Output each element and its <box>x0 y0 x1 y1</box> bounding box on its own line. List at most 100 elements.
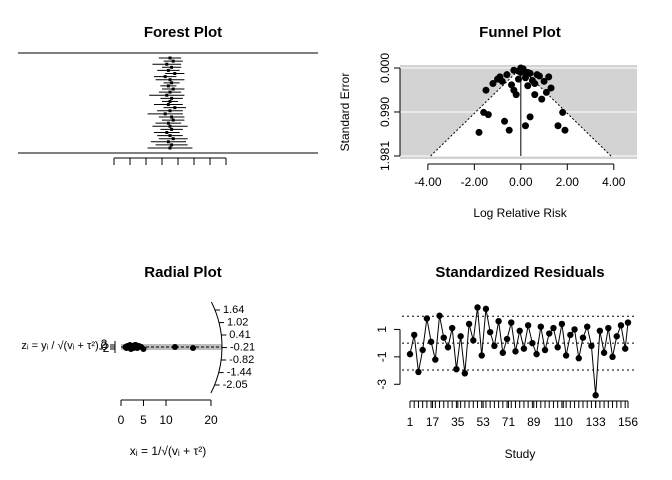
study-point <box>515 67 522 75</box>
x-tick-label: 89 <box>527 415 541 429</box>
chart-title: Funnel Plot <box>479 24 561 41</box>
residual-point <box>432 356 439 363</box>
residual-point <box>575 355 582 362</box>
x-tick-label: 20 <box>204 413 218 427</box>
residual-point <box>546 330 553 337</box>
residual-point <box>512 348 519 355</box>
residual-point <box>406 350 414 358</box>
estimate-box <box>170 115 174 119</box>
residual-point <box>592 392 599 399</box>
estimate-box <box>171 137 175 141</box>
x-tick-label: 133 <box>586 415 606 429</box>
estimate-box <box>168 90 172 94</box>
residual-point <box>558 320 566 328</box>
arc-tick-label: -2.05 <box>223 379 248 391</box>
estimate-box <box>168 56 172 60</box>
residual-point <box>520 345 528 352</box>
study-point <box>531 91 539 99</box>
study-point <box>482 86 490 94</box>
estimate-box <box>168 78 172 82</box>
residual-point <box>529 339 536 347</box>
residual-point <box>600 349 608 356</box>
study-point <box>131 342 138 348</box>
x-tick-label: 17 <box>426 415 440 429</box>
residual-point <box>508 319 515 326</box>
arc-tick-label: -0.82 <box>229 354 254 366</box>
y-tick-label: 1.981 <box>378 141 392 171</box>
study-point <box>538 95 546 103</box>
residual-point <box>491 342 498 350</box>
study-point <box>505 126 513 134</box>
study-point <box>542 88 550 96</box>
estimate-box <box>168 99 172 103</box>
y-tick-label: 2 <box>101 337 108 351</box>
residual-point <box>474 304 481 311</box>
x-tick-label: 0.00 <box>509 175 533 189</box>
study-point <box>508 81 516 89</box>
estimate-box <box>170 65 174 69</box>
estimate-box <box>163 75 167 79</box>
x-tick-label: 71 <box>502 415 516 429</box>
residual-point <box>448 324 456 332</box>
chart-title: Standardized Residuals <box>435 264 604 281</box>
study-point <box>526 113 534 121</box>
residual-point <box>588 342 595 350</box>
x-axis-label: Log Relative Risk <box>473 206 567 220</box>
residual-point <box>482 305 490 313</box>
study-point <box>124 343 131 349</box>
study-point <box>524 68 532 76</box>
estimate-box <box>166 121 170 125</box>
study-point <box>501 117 509 125</box>
residual-point <box>541 346 549 354</box>
residual-point <box>427 338 435 345</box>
study-point <box>190 345 196 351</box>
residual-point <box>503 335 511 343</box>
x-tick-label: 53 <box>476 415 490 429</box>
estimate-box <box>173 72 177 76</box>
estimate-box <box>165 93 169 97</box>
estimate-box <box>170 143 174 147</box>
x-tick-label: 0 <box>118 413 125 427</box>
y-axis-label: zᵢ = yᵢ / √(vᵢ + τ²) <box>21 340 98 352</box>
residual-point <box>436 312 443 319</box>
residual-point <box>562 352 570 359</box>
estimate-box <box>168 134 172 138</box>
study-point <box>515 75 522 83</box>
estimate-box <box>163 112 167 116</box>
residual-point <box>440 334 447 341</box>
residual-point <box>605 324 612 332</box>
study-point <box>554 122 562 130</box>
residual-point <box>571 326 578 333</box>
residual-point <box>596 327 604 334</box>
estimate-box <box>166 68 170 72</box>
residual-point <box>554 344 561 351</box>
residual-point <box>624 319 632 326</box>
study-point <box>521 74 529 82</box>
study-point <box>140 346 147 352</box>
y-tick-label: -1 <box>375 351 389 362</box>
x-tick-label: -4.00 <box>414 175 442 189</box>
estimate-box <box>165 62 169 66</box>
estimate-box <box>165 130 169 134</box>
chart-title: Forest Plot <box>144 24 222 41</box>
study-point <box>559 108 567 116</box>
x-tick-label: 1 <box>407 415 414 429</box>
residual-point <box>465 320 473 328</box>
estimate-box <box>170 81 174 85</box>
y-tick-label: 0 <box>101 339 108 353</box>
arc-tick-label: 1.02 <box>227 317 248 329</box>
residual-point <box>457 333 464 340</box>
study-point <box>484 111 492 119</box>
residual-point <box>533 350 540 358</box>
arc-tick-label: 1.64 <box>223 304 244 316</box>
estimate-box <box>168 146 172 150</box>
residual-point <box>550 324 557 332</box>
estimate-box <box>166 103 170 107</box>
x-tick-label: 2.00 <box>556 175 580 189</box>
residual-point <box>567 331 574 339</box>
y-tick-label: 0.000 <box>378 53 392 83</box>
x-tick-label: 156 <box>618 415 638 429</box>
residual-point <box>478 352 485 359</box>
residual-point <box>516 327 523 334</box>
